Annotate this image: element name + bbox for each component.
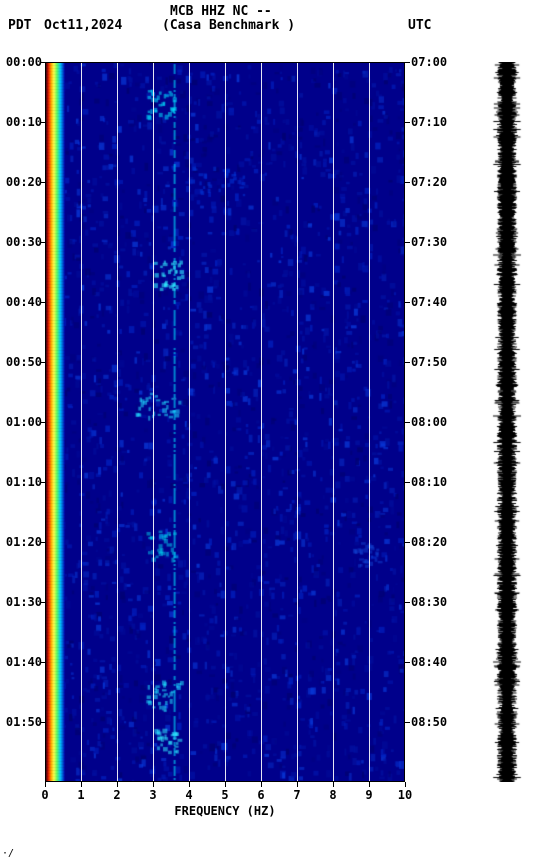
waveform-panel bbox=[492, 62, 522, 782]
x-tick-mark bbox=[225, 782, 226, 787]
spectrogram-plot bbox=[45, 62, 405, 782]
x-tick-mark bbox=[45, 782, 46, 787]
grid-line bbox=[117, 62, 118, 782]
tick-mark bbox=[405, 542, 410, 543]
y-tick-label: 00:20 bbox=[6, 176, 42, 188]
header: PDT Oct11,2024 MCB HHZ NC -- (Casa Bench… bbox=[0, 4, 552, 44]
tick-mark bbox=[40, 542, 45, 543]
station-label: MCB HHZ NC -- bbox=[170, 4, 272, 19]
grid-line bbox=[153, 62, 154, 782]
corner-mark: ·/ bbox=[2, 848, 14, 859]
x-tick-label: 1 bbox=[77, 788, 84, 802]
y-tick-label: 00:40 bbox=[6, 296, 42, 308]
x-tick-label: 0 bbox=[41, 788, 48, 802]
x-tick-label: 10 bbox=[398, 788, 412, 802]
y-axis-right: 07:0007:1007:2007:3007:4007:5008:0008:10… bbox=[408, 62, 458, 782]
tick-mark bbox=[405, 422, 410, 423]
y-tick-label: 00:00 bbox=[6, 56, 42, 68]
x-tick-label: 8 bbox=[329, 788, 336, 802]
grid-line bbox=[333, 62, 334, 782]
tick-mark bbox=[40, 302, 45, 303]
y-tick-label: 01:10 bbox=[6, 476, 42, 488]
y-axis-left: 00:0000:1000:2000:3000:4000:5001:0001:10… bbox=[0, 62, 45, 782]
tick-mark bbox=[405, 362, 410, 363]
y-tick-label: 07:40 bbox=[411, 296, 447, 308]
site-name: (Casa Benchmark ) bbox=[162, 18, 295, 33]
y-tick-label: 01:20 bbox=[6, 536, 42, 548]
x-tick-label: 3 bbox=[149, 788, 156, 802]
grid-line bbox=[369, 62, 370, 782]
y-tick-label: 00:50 bbox=[6, 356, 42, 368]
grid-line bbox=[225, 62, 226, 782]
tick-mark bbox=[405, 722, 410, 723]
tick-mark bbox=[405, 482, 410, 483]
tick-mark bbox=[405, 242, 410, 243]
y-tick-label: 07:30 bbox=[411, 236, 447, 248]
x-tick-label: 4 bbox=[185, 788, 192, 802]
tick-mark bbox=[405, 662, 410, 663]
x-tick-mark bbox=[333, 782, 334, 787]
x-axis-label: FREQUENCY (HZ) bbox=[45, 804, 405, 818]
y-tick-label: 01:30 bbox=[6, 596, 42, 608]
grid-line bbox=[261, 62, 262, 782]
x-tick-mark bbox=[261, 782, 262, 787]
y-tick-label: 08:40 bbox=[411, 656, 447, 668]
y-tick-label: 07:00 bbox=[411, 56, 447, 68]
y-tick-label: 07:10 bbox=[411, 116, 447, 128]
y-tick-label: 08:10 bbox=[411, 476, 447, 488]
y-tick-label: 08:00 bbox=[411, 416, 447, 428]
tz-left-label: PDT bbox=[8, 18, 31, 33]
grid-line bbox=[81, 62, 82, 782]
waveform-canvas bbox=[492, 62, 522, 782]
date-label: Oct11,2024 bbox=[44, 18, 122, 33]
tick-mark bbox=[405, 182, 410, 183]
tick-mark bbox=[40, 422, 45, 423]
y-tick-label: 00:10 bbox=[6, 116, 42, 128]
y-tick-label: 00:30 bbox=[6, 236, 42, 248]
x-tick-mark bbox=[405, 782, 406, 787]
y-tick-label: 07:50 bbox=[411, 356, 447, 368]
tick-mark bbox=[40, 242, 45, 243]
x-tick-mark bbox=[117, 782, 118, 787]
y-tick-label: 07:20 bbox=[411, 176, 447, 188]
tick-mark bbox=[40, 482, 45, 483]
y-tick-label: 08:50 bbox=[411, 716, 447, 728]
x-tick-label: 2 bbox=[113, 788, 120, 802]
tick-mark bbox=[40, 62, 45, 63]
tick-mark bbox=[40, 122, 45, 123]
tick-mark bbox=[40, 602, 45, 603]
tick-mark bbox=[40, 182, 45, 183]
tick-mark bbox=[405, 122, 410, 123]
y-tick-label: 01:50 bbox=[6, 716, 42, 728]
y-tick-label: 08:20 bbox=[411, 536, 447, 548]
y-tick-label: 08:30 bbox=[411, 596, 447, 608]
x-tick-mark bbox=[189, 782, 190, 787]
x-tick-label: 7 bbox=[293, 788, 300, 802]
tick-mark bbox=[40, 662, 45, 663]
x-tick-label: 6 bbox=[257, 788, 264, 802]
x-tick-label: 9 bbox=[365, 788, 372, 802]
tick-mark bbox=[405, 302, 410, 303]
x-tick-mark bbox=[297, 782, 298, 787]
grid-line bbox=[189, 62, 190, 782]
x-axis: FREQUENCY (HZ) 012345678910 bbox=[45, 782, 405, 832]
tick-mark bbox=[405, 62, 410, 63]
x-tick-mark bbox=[81, 782, 82, 787]
tz-right-label: UTC bbox=[408, 18, 431, 33]
x-tick-mark bbox=[369, 782, 370, 787]
tick-mark bbox=[40, 362, 45, 363]
tick-mark bbox=[405, 602, 410, 603]
y-tick-label: 01:40 bbox=[6, 656, 42, 668]
y-tick-label: 01:00 bbox=[6, 416, 42, 428]
tick-mark bbox=[40, 722, 45, 723]
grid-line bbox=[297, 62, 298, 782]
x-tick-label: 5 bbox=[221, 788, 228, 802]
x-tick-mark bbox=[153, 782, 154, 787]
